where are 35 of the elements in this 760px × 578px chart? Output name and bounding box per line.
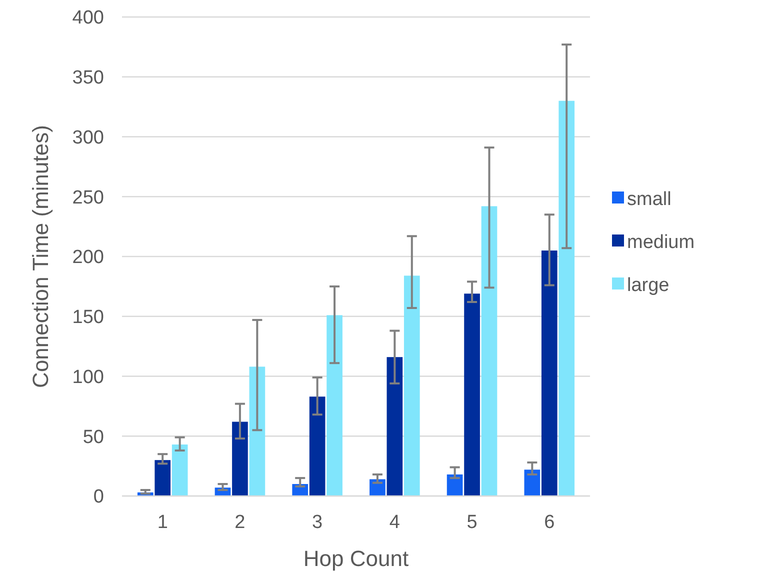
legend-label: medium xyxy=(627,232,695,254)
y-tick-label: 50 xyxy=(82,426,104,448)
x-tick-label: 6 xyxy=(544,512,555,533)
bar xyxy=(524,470,540,496)
y-tick-label: 200 xyxy=(72,247,104,268)
y-tick-label: 300 xyxy=(72,127,104,148)
bar xyxy=(481,206,498,496)
bar xyxy=(386,357,403,496)
x-tick-label: 3 xyxy=(312,512,323,533)
bar xyxy=(172,444,188,496)
bar xyxy=(541,250,558,496)
y-tick-label: 100 xyxy=(72,366,104,388)
x-tick-label: 4 xyxy=(389,512,400,533)
bar xyxy=(404,276,420,496)
bar xyxy=(232,422,248,496)
x-axis-title: Hop Count xyxy=(303,546,409,571)
legend-label: large xyxy=(627,275,670,296)
y-tick-label: 350 xyxy=(72,68,104,89)
bar xyxy=(464,294,480,496)
bar xyxy=(249,366,266,496)
x-tick-label: 1 xyxy=(157,512,168,533)
y-tick-label: 250 xyxy=(72,187,104,208)
x-tick-label: 2 xyxy=(234,512,246,533)
bar xyxy=(326,315,342,496)
bar xyxy=(446,474,463,496)
x-tick-label: 5 xyxy=(466,512,478,533)
bar xyxy=(309,396,326,496)
y-tick-label: 400 xyxy=(72,8,104,29)
y-axis-title: Connection Time (minutes) xyxy=(28,125,53,388)
y-tick-label: 0 xyxy=(93,486,104,508)
bar xyxy=(370,479,386,496)
y-tick-label: 150 xyxy=(72,307,104,328)
bar xyxy=(558,100,575,496)
bar xyxy=(154,460,171,496)
legend-label: small xyxy=(627,189,672,210)
